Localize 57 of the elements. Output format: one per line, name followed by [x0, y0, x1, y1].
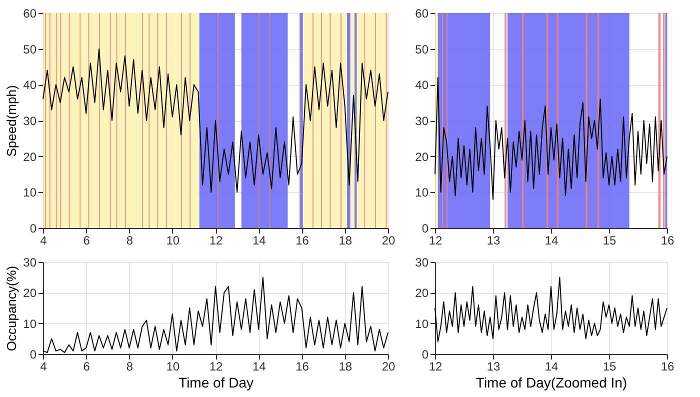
line-series: [42, 48, 388, 193]
x-tick-label: 4: [40, 360, 48, 374]
line-series: [434, 77, 668, 200]
x-tick-label: 12: [209, 360, 223, 374]
x-tick-label: 13: [486, 360, 500, 374]
y-axis-title: Occupancy(%): [4, 266, 20, 352]
x-tick-label: 6: [83, 360, 90, 374]
y-tick-label: 10: [23, 316, 37, 331]
x-axis-title: Time of Day: [178, 374, 254, 390]
y-axis-title: Speed(mph): [4, 85, 20, 157]
y-tick-label: 30: [23, 256, 37, 270]
y-tick-label: 60: [23, 6, 37, 20]
y-tick-label: 60: [415, 6, 429, 20]
x-tick-label: 18: [338, 360, 352, 374]
x-tick-label: 14: [544, 360, 558, 374]
x-tick-label: 12: [428, 234, 442, 248]
x-tick-label: 8: [126, 360, 134, 374]
line-series: [434, 276, 668, 342]
y-tick-label: 10: [415, 316, 429, 331]
y-tick-label: 20: [23, 150, 37, 164]
x-tick-label: 16: [296, 360, 310, 374]
x-tick-label: 14: [252, 360, 266, 374]
y-tick-label: 0: [30, 348, 37, 362]
x-tick-label: 4: [40, 234, 48, 248]
x-tick-label: 14: [544, 234, 558, 248]
y-tick-label: 50: [415, 42, 429, 56]
y-tick-label: 20: [415, 286, 429, 300]
y-tick-label: 20: [23, 286, 37, 300]
x-tick-label: 12: [428, 360, 442, 374]
x-tick-label: 6: [83, 234, 90, 248]
x-tick-label: 8: [126, 234, 134, 248]
x-tick-label: 15: [602, 234, 616, 248]
x-axis-title: Time of Day(Zoomed In): [476, 374, 628, 390]
y-tick-label: 30: [415, 114, 429, 128]
x-tick-label: 10: [166, 234, 180, 248]
y-tick-label: 0: [422, 222, 429, 236]
y-tick-label: 10: [415, 186, 429, 200]
x-tick-label: 16: [660, 360, 674, 374]
y-tick-label: 40: [23, 78, 37, 92]
y-tick-label: 0: [422, 348, 429, 362]
x-tick-label: 20: [382, 234, 396, 248]
x-tick-label: 18: [338, 234, 352, 248]
y-tick-label: 10: [23, 186, 37, 200]
x-tick-label: 13: [486, 234, 500, 248]
y-tick-label: 30: [23, 114, 37, 128]
x-tick-label: 16: [660, 234, 674, 248]
x-tick-label: 14: [252, 234, 266, 248]
x-tick-label: 10: [166, 360, 180, 374]
x-tick-label: 20: [382, 360, 396, 374]
y-tick-label: 50: [23, 42, 37, 56]
y-tick-label: 0: [30, 222, 37, 236]
x-tick-label: 16: [296, 234, 310, 248]
y-tick-label: 40: [415, 78, 429, 92]
y-tick-label: 20: [415, 150, 429, 164]
x-tick-label: 15: [602, 360, 616, 374]
y-tick-label: 30: [415, 256, 429, 270]
x-tick-label: 12: [209, 234, 223, 248]
